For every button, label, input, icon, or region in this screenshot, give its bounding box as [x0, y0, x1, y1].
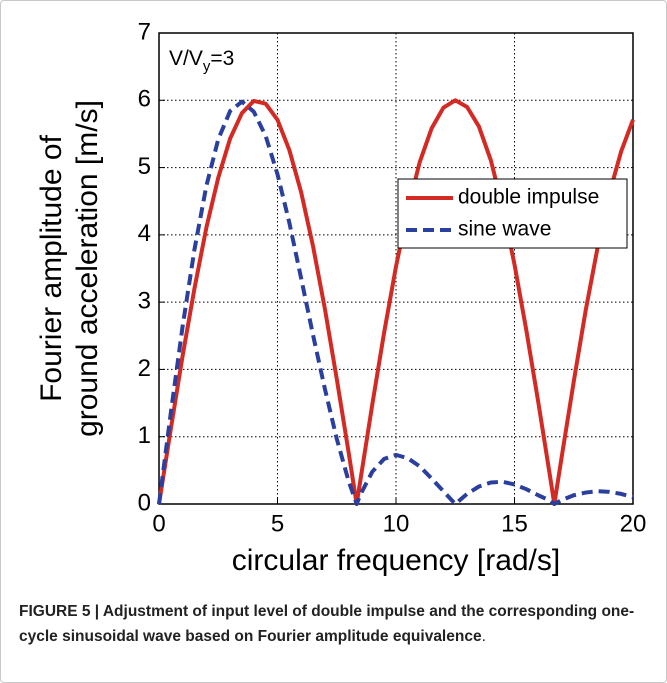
series-line — [157, 99, 634, 506]
legend-box — [397, 178, 628, 249]
annotation-sub: y — [203, 58, 211, 75]
caption-label: FIGURE 5 | Adjustment of input level of … — [19, 603, 635, 645]
x-tick-label: 15 — [501, 510, 528, 537]
x-tick-label: 10 — [383, 510, 410, 537]
chart: 0 1 2 3 4 5 6 7 0 5 10 15 20 double impulse sine wave V… — [35, 18, 647, 577]
annotation-tail: =3 — [210, 47, 234, 70]
x-tick-label: 20 — [620, 510, 647, 537]
y-tick-label: 4 — [138, 220, 151, 247]
caption: FIGURE 5 | Adjustment of input level of … — [19, 599, 649, 649]
y-tick-label: 0 — [138, 489, 151, 516]
legend-label: double impulse — [458, 186, 599, 209]
x-tick-label: 5 — [271, 510, 284, 537]
y-tick-label: 2 — [138, 355, 151, 382]
plot-frame — [158, 32, 634, 505]
caption-tail: . — [481, 628, 486, 645]
x-axis-label: circular frequency [rad/s] — [232, 544, 560, 577]
y-tick-label: 5 — [138, 153, 151, 180]
annotation: V/Vy=3 — [169, 47, 234, 75]
y-tick-label: 1 — [138, 422, 151, 449]
annotation-text: V/V — [169, 47, 203, 70]
x-tick-label: 0 — [152, 510, 165, 537]
legend-label: sine wave — [458, 218, 551, 241]
y-tick-label: 6 — [138, 86, 151, 113]
y-axis-label: ground acceleration [m/s] — [71, 100, 104, 437]
y-tick-label: 3 — [138, 287, 151, 314]
y-tick-label: 7 — [138, 18, 151, 45]
y-axis-label: Fourier amplitude of — [35, 134, 68, 401]
